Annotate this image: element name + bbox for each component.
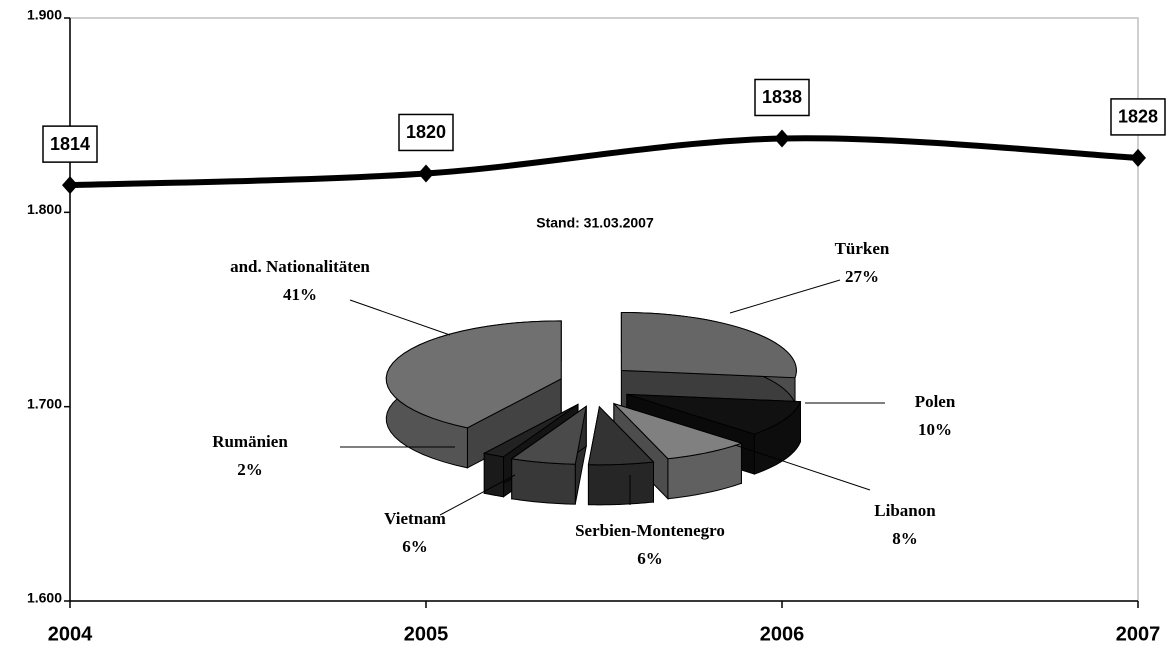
marker — [774, 129, 790, 148]
plot-frame — [69, 17, 1139, 602]
slice-name: Libanon — [874, 501, 936, 520]
slice-value: 27% — [845, 267, 879, 286]
x-tick-label: 2005 — [404, 623, 449, 645]
x-tick-label: 2006 — [760, 623, 805, 645]
data-label: 1828 — [1118, 107, 1158, 127]
x-tick-label: 2004 — [48, 623, 93, 645]
slice-name: and. Nationalitäten — [230, 257, 370, 276]
slice-value: 41% — [283, 285, 317, 304]
marker — [1130, 148, 1146, 167]
slice — [613, 403, 744, 460]
data-label-box — [754, 78, 810, 117]
slice — [620, 311, 797, 379]
slice-name: Rumänien — [212, 432, 288, 451]
y-tick-label: 1.700 — [27, 395, 62, 411]
leader-line — [729, 279, 841, 314]
slice — [482, 403, 579, 458]
line — [69, 135, 1139, 189]
slice — [510, 405, 587, 465]
data-label-box — [398, 113, 454, 152]
slice-value: 6% — [402, 537, 428, 556]
slice-name: Serbien-Montenegro — [575, 521, 725, 540]
slice-name: Polen — [915, 392, 956, 411]
slice-value: 8% — [892, 529, 918, 548]
slice-name: Vietnam — [384, 509, 446, 528]
slice — [626, 393, 802, 435]
marker — [418, 164, 434, 183]
y-tick-label: 1.600 — [27, 590, 62, 606]
slice — [385, 320, 562, 429]
data-label-box — [1110, 98, 1166, 136]
x-tick-label: 2007 — [1116, 623, 1161, 645]
slice — [587, 405, 655, 466]
slice-value: 2% — [237, 460, 263, 479]
slice-value: 6% — [637, 549, 663, 568]
data-label-box — [42, 125, 98, 163]
slice-side — [511, 458, 576, 505]
slice-side — [587, 461, 654, 506]
data-label: 1820 — [406, 122, 446, 142]
data-label: 1838 — [762, 87, 802, 107]
pie-title: Stand: 31.03.2007 — [536, 215, 654, 231]
marker — [62, 176, 78, 195]
leader-line — [439, 474, 516, 516]
leader-line — [349, 299, 451, 336]
slice-value: 10% — [918, 420, 952, 439]
data-label: 1814 — [50, 134, 90, 154]
y-tick-label: 1.900 — [27, 7, 62, 23]
slice-name: Türken — [835, 239, 890, 258]
y-tick-label: 1.800 — [27, 201, 62, 217]
leader-line — [734, 444, 871, 491]
